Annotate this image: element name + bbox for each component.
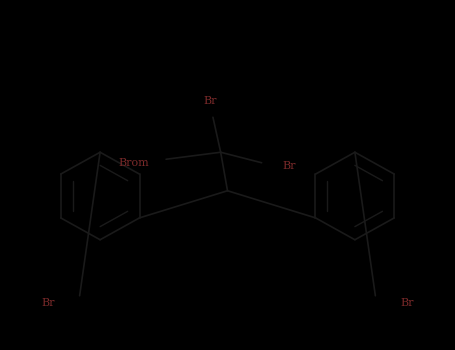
Text: Br: Br <box>400 298 414 308</box>
Text: Br: Br <box>282 161 296 171</box>
Text: Brom: Brom <box>119 158 150 168</box>
Text: Br: Br <box>203 97 217 106</box>
Text: Br: Br <box>41 298 55 308</box>
